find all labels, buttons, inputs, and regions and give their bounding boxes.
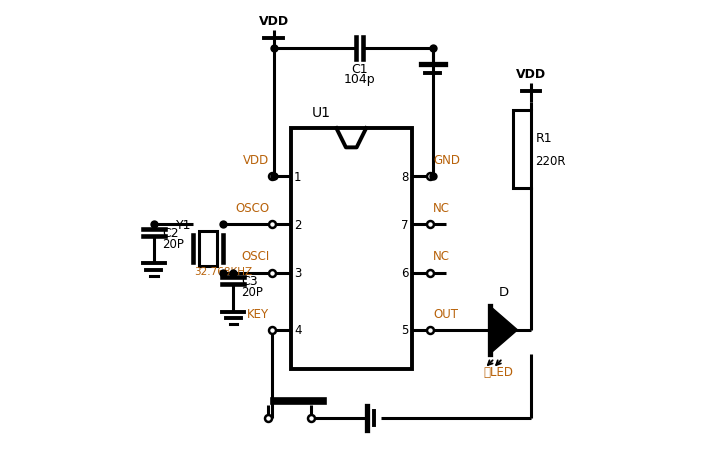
Text: 6: 6 [401,267,408,280]
Text: 7: 7 [401,218,408,231]
Text: VDD: VDD [516,68,546,81]
Text: 1: 1 [294,170,302,183]
Text: OSCO: OSCO [236,202,269,215]
Text: 20P: 20P [162,238,184,251]
Text: 20P: 20P [241,285,263,299]
Text: 4: 4 [294,324,302,336]
Text: VDD: VDD [243,154,269,167]
Text: KEY: KEY [247,307,269,320]
Text: R1: R1 [536,131,552,144]
Text: Y1: Y1 [176,218,191,231]
Text: 8: 8 [401,170,408,183]
Text: OSCI: OSCI [241,250,269,263]
Bar [513,111,531,188]
Polygon shape [490,306,518,354]
Text: NC: NC [433,202,450,215]
Text: 32.768KHZ: 32.768KHZ [194,266,252,276]
Text: VDD: VDD [258,15,288,28]
Text: 灯LED: 灯LED [483,365,513,378]
Text: U1: U1 [311,106,331,120]
Text: C3: C3 [241,275,258,288]
Text: OUT: OUT [433,307,458,320]
Bar [291,129,412,369]
Text: C1: C1 [351,62,368,75]
Text: C2: C2 [162,227,178,240]
Text: GND: GND [433,154,460,167]
Text: 5: 5 [401,324,408,336]
Text: 2: 2 [294,218,302,231]
Text: 3: 3 [294,267,301,280]
Text: 104p: 104p [343,73,375,85]
Text: NC: NC [433,250,450,263]
Bar [198,232,217,266]
Text: D: D [498,285,509,298]
Text: 220R: 220R [536,155,566,168]
